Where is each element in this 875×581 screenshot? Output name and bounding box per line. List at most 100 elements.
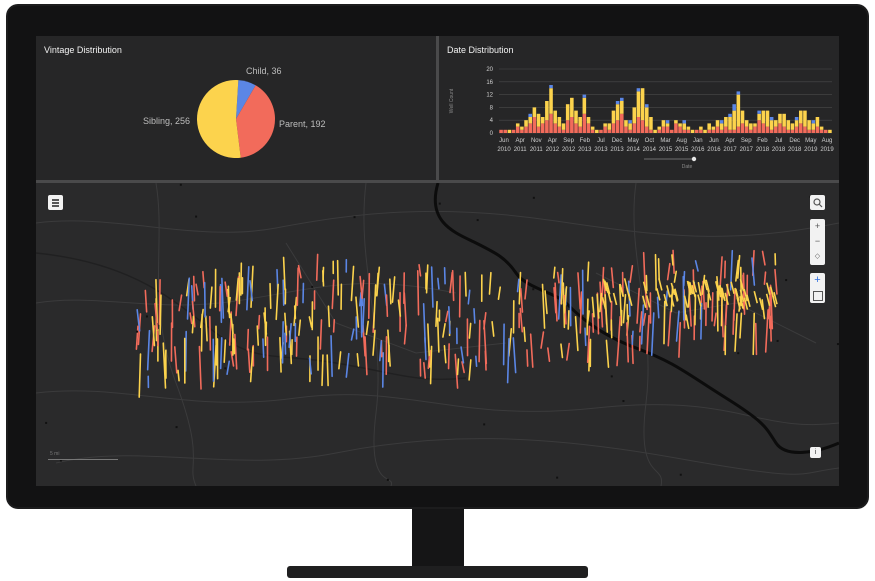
bar-parent[interactable] xyxy=(765,126,770,133)
bar-parent[interactable] xyxy=(603,126,607,133)
well-path[interactable] xyxy=(743,297,749,310)
well-path[interactable] xyxy=(713,312,717,327)
well-path[interactable] xyxy=(650,312,655,356)
well-path[interactable] xyxy=(429,345,433,385)
bar-parent[interactable] xyxy=(620,113,624,133)
well-path[interactable] xyxy=(135,325,139,350)
bar-parent[interactable] xyxy=(732,129,736,133)
well-path[interactable] xyxy=(753,290,759,304)
bar-parent[interactable] xyxy=(545,120,549,133)
well-path[interactable] xyxy=(687,282,692,296)
bar-sibling[interactable] xyxy=(686,126,691,130)
bar-sibling[interactable] xyxy=(553,110,557,124)
well-path[interactable] xyxy=(138,353,142,398)
well-path[interactable] xyxy=(577,272,582,310)
bar-parent[interactable] xyxy=(686,129,691,133)
well-path[interactable] xyxy=(657,258,660,281)
well-path[interactable] xyxy=(751,257,756,286)
bar-sibling[interactable] xyxy=(661,120,666,127)
bar-sibling[interactable] xyxy=(532,107,537,117)
well-path[interactable] xyxy=(519,287,524,313)
well-path[interactable] xyxy=(164,349,167,372)
bar-sibling[interactable] xyxy=(615,104,620,121)
bar-parent[interactable] xyxy=(661,126,666,133)
bar-sibling[interactable] xyxy=(632,107,637,124)
well-path[interactable] xyxy=(697,282,702,296)
well-path[interactable] xyxy=(297,264,302,279)
well-path[interactable] xyxy=(468,322,472,339)
well-path[interactable] xyxy=(675,310,680,342)
well-path[interactable] xyxy=(586,261,590,282)
well-path[interactable] xyxy=(443,345,447,364)
well-path[interactable] xyxy=(645,295,651,308)
well-path[interactable] xyxy=(588,341,591,372)
well-path[interactable] xyxy=(658,278,663,291)
well-path[interactable] xyxy=(234,333,238,370)
well-path[interactable] xyxy=(541,283,546,329)
well-path[interactable] xyxy=(674,288,679,301)
well-path[interactable] xyxy=(562,282,566,329)
bar-parent[interactable] xyxy=(574,123,578,133)
bar-sibling[interactable] xyxy=(736,94,741,127)
well-path[interactable] xyxy=(223,339,227,364)
well-path[interactable] xyxy=(144,289,148,313)
bar-child[interactable] xyxy=(719,120,724,124)
bar-sibling[interactable] xyxy=(740,110,745,124)
well-path[interactable] xyxy=(422,302,426,344)
well-path[interactable] xyxy=(619,284,625,298)
bar-parent[interactable] xyxy=(803,126,807,133)
well-path[interactable] xyxy=(365,320,369,336)
well-path[interactable] xyxy=(631,330,634,346)
well-path[interactable] xyxy=(667,310,672,347)
bar-parent[interactable] xyxy=(719,129,724,133)
well-path[interactable] xyxy=(473,307,476,324)
well-path[interactable] xyxy=(308,357,313,375)
bar-parent[interactable] xyxy=(757,120,761,133)
well-path[interactable] xyxy=(716,285,722,298)
bar-sibling[interactable] xyxy=(757,113,761,121)
pie-slice-child[interactable] xyxy=(236,80,256,119)
bar-sibling[interactable] xyxy=(711,126,716,130)
bar-parent[interactable] xyxy=(511,129,516,133)
well-path[interactable] xyxy=(191,315,195,334)
well-path[interactable] xyxy=(734,313,738,352)
well-path[interactable] xyxy=(739,312,743,339)
bar-sibling[interactable] xyxy=(586,117,591,124)
well-path[interactable] xyxy=(518,271,522,305)
bar-parent[interactable] xyxy=(549,113,553,133)
bar-sibling[interactable] xyxy=(574,110,578,124)
well-path[interactable] xyxy=(560,343,564,359)
well-path[interactable] xyxy=(359,275,363,299)
well-path[interactable] xyxy=(204,315,208,342)
well-path[interactable] xyxy=(654,253,657,291)
bar-sibling[interactable] xyxy=(690,129,695,133)
well-path[interactable] xyxy=(604,280,609,293)
well-path[interactable] xyxy=(478,319,481,363)
well-path[interactable] xyxy=(154,302,159,331)
well-path[interactable] xyxy=(683,295,689,308)
well-path[interactable] xyxy=(691,284,696,298)
bar-parent[interactable] xyxy=(640,120,645,133)
bar-parent[interactable] xyxy=(632,123,637,133)
well-path[interactable] xyxy=(670,282,676,296)
bar-sibling[interactable] xyxy=(794,120,799,127)
well-path[interactable] xyxy=(379,340,383,362)
bar-sibling[interactable] xyxy=(807,120,811,130)
well-path[interactable] xyxy=(293,305,297,320)
bar-sibling[interactable] xyxy=(769,120,774,130)
well-path[interactable] xyxy=(233,338,236,355)
well-path[interactable] xyxy=(605,282,611,295)
well-path[interactable] xyxy=(451,269,455,302)
well-path[interactable] xyxy=(449,271,453,294)
bar-parent[interactable] xyxy=(669,129,674,133)
bar-child[interactable] xyxy=(757,110,761,114)
well-path[interactable] xyxy=(322,270,325,287)
bar-parent[interactable] xyxy=(678,126,682,133)
well-path[interactable] xyxy=(721,288,726,302)
well-path[interactable] xyxy=(146,329,151,371)
well-path[interactable] xyxy=(556,271,560,284)
well-path[interactable] xyxy=(298,319,302,336)
well-path[interactable] xyxy=(227,285,230,315)
pie-slice-sibling[interactable] xyxy=(197,80,241,158)
bar-sibling[interactable] xyxy=(640,88,645,121)
